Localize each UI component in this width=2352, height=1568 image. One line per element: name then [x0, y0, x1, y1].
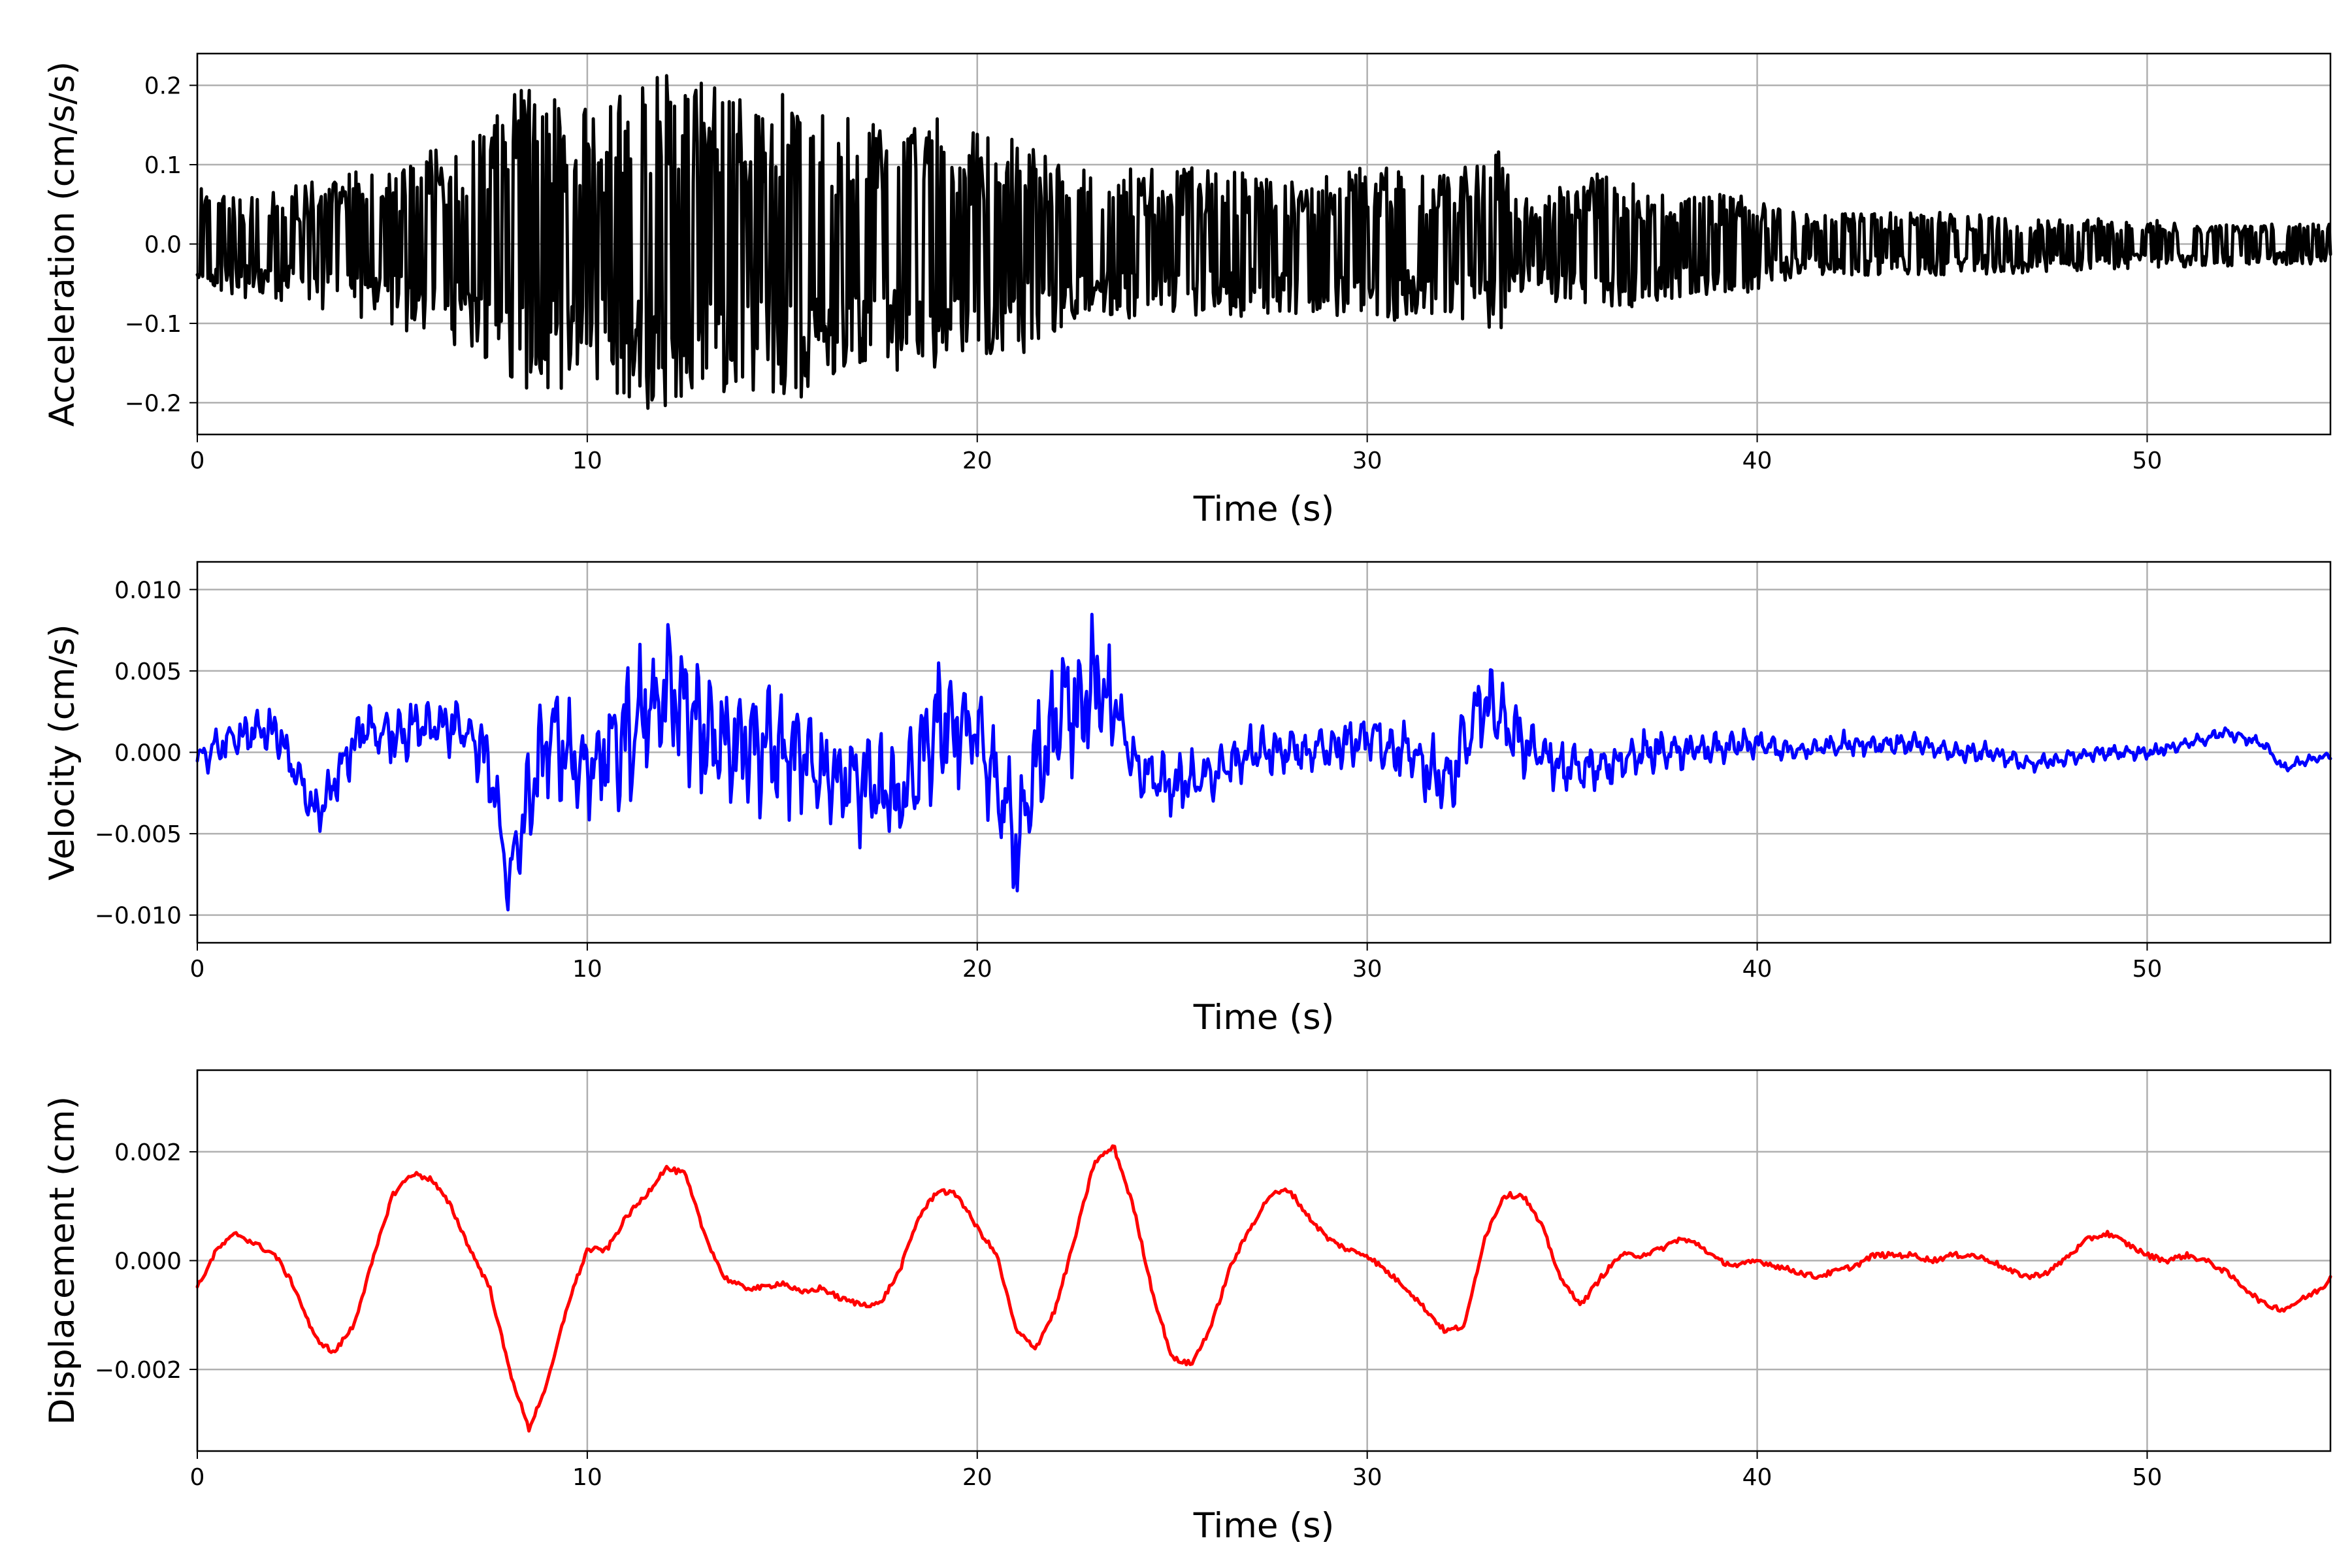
velocity-line — [195, 612, 2332, 911]
y-tick-label: −0.010 — [95, 903, 182, 930]
x-tick-label: 0 — [190, 448, 205, 474]
y-axis-ticks: −0.2 −0.1 0.0 0.1 0.2 — [125, 73, 197, 417]
x-axis-label: Time (s) — [1193, 998, 1335, 1037]
x-axis-label: Time (s) — [1193, 1506, 1335, 1546]
x-tick-label: 20 — [962, 956, 992, 983]
displacement-panel: 0 10 20 30 40 50 −0.002 0.000 0.002 Time (s) Di… — [42, 1069, 2332, 1546]
y-tick-label: −0.2 — [125, 390, 182, 417]
x-axis-ticks: 0 10 20 30 40 50 — [190, 1451, 2163, 1491]
velocity-panel: 0 10 20 30 40 50 −0.010−0.0050.0000.0050.010 … — [42, 561, 2332, 1037]
x-tick-label: 20 — [962, 448, 992, 474]
y-axis-label: Acceleration (cm/s/s) — [42, 61, 82, 427]
x-tick-label: 20 — [962, 1464, 992, 1491]
y-tick-label: −0.1 — [125, 311, 182, 338]
y-tick-label: 0.010 — [114, 577, 182, 604]
x-tick-label: 10 — [572, 956, 602, 983]
x-tick-label: 50 — [2132, 956, 2163, 983]
x-tick-label: 30 — [1352, 956, 1382, 983]
y-axis-ticks: −0.010 −0.005 0.000 0.005 0.010 — [95, 577, 197, 930]
x-tick-label: 30 — [1352, 448, 1382, 474]
y-tick-label: 0.000 — [114, 740, 182, 767]
x-tick-label: 10 — [572, 1464, 602, 1491]
x-tick-label: 40 — [1742, 448, 1772, 474]
x-tick-label: 50 — [2132, 448, 2163, 474]
displacement-line — [195, 1144, 2332, 1433]
x-tick-label: 10 — [572, 448, 602, 474]
y-tick-label: −0.005 — [95, 821, 182, 848]
x-axis-ticks: 0 10 20 30 40 50 — [190, 434, 2163, 474]
y-tick-label: −0.002 — [95, 1357, 182, 1384]
x-axis-ticks: 0 10 20 30 40 50 — [190, 943, 2163, 983]
y-tick-label: 0.005 — [114, 659, 182, 685]
acceleration-line — [195, 74, 2332, 410]
y-tick-label: 0.2 — [144, 73, 182, 100]
x-tick-label: 50 — [2132, 1464, 2163, 1491]
y-tick-label: 0.1 — [144, 152, 182, 179]
y-axis-ticks: −0.002 0.000 0.002 — [95, 1139, 197, 1384]
y-axis-label: Displacement (cm) — [42, 1096, 82, 1425]
y-tick-label: 0.000 — [114, 1249, 182, 1275]
acceleration-panel: 0 10 20 30 40 50 −0.2 −0.1 0.0 0.1 0.2 Time (s) A… — [42, 52, 2332, 529]
x-tick-label: 0 — [190, 956, 205, 983]
x-axis-label: Time (s) — [1193, 489, 1335, 529]
x-tick-label: 0 — [190, 1464, 205, 1491]
y-tick-label: 0.0 — [144, 232, 182, 259]
x-tick-label: 30 — [1352, 1464, 1382, 1491]
x-tick-label: 40 — [1742, 956, 1772, 983]
y-axis-label: Velocity (cm/s) — [42, 624, 82, 880]
y-tick-label: 0.002 — [114, 1139, 182, 1166]
x-tick-label: 40 — [1742, 1464, 1772, 1491]
